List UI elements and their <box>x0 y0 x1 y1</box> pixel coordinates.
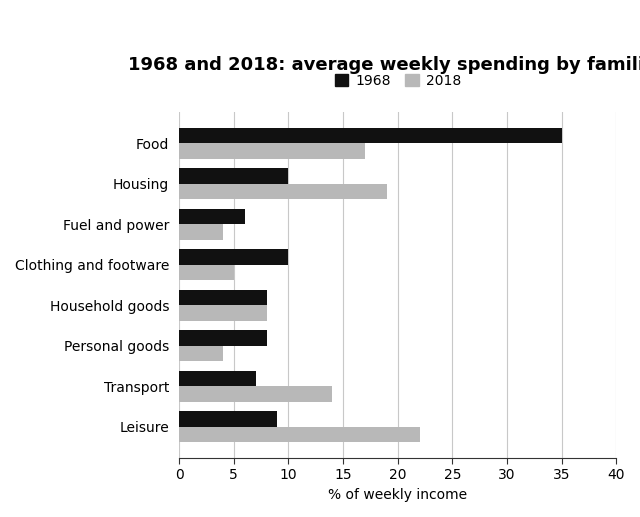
Bar <box>179 249 289 265</box>
Bar <box>179 330 266 346</box>
Bar <box>179 184 387 199</box>
Bar <box>179 265 234 280</box>
Bar <box>179 427 420 443</box>
Bar <box>179 412 278 427</box>
X-axis label: % of weekly income: % of weekly income <box>328 488 467 502</box>
Bar <box>179 386 332 402</box>
Legend: 1968, 2018: 1968, 2018 <box>335 74 461 88</box>
Bar <box>179 224 223 239</box>
Bar <box>179 209 244 224</box>
Bar <box>179 143 365 159</box>
Bar <box>179 169 289 184</box>
Bar <box>179 346 223 361</box>
Bar <box>179 371 255 386</box>
Title: 1968 and 2018: average weekly spending by families: 1968 and 2018: average weekly spending b… <box>128 56 640 74</box>
Bar <box>179 128 562 143</box>
Bar <box>179 306 266 321</box>
Bar <box>179 290 266 306</box>
